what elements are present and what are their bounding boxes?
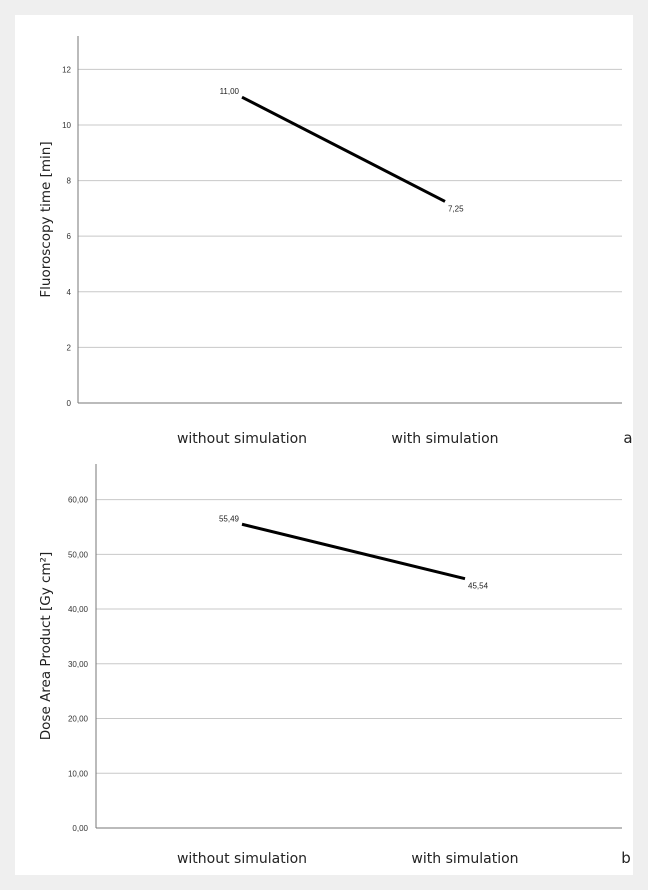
data-label: 55,49 [219, 514, 240, 523]
data-label: 11,00 [220, 87, 240, 96]
panel-label: a [623, 429, 632, 447]
y-tick-label: 30,00 [68, 660, 89, 669]
series-line [241, 95, 446, 203]
panel-label: b [621, 849, 631, 867]
data-label: 7,25 [448, 204, 464, 213]
chart-panel-b: 0,00 10,00 20,00 30,00 40,00 50,00 60,00 Dose A… [38, 464, 631, 867]
y-tick-label: 20,00 [68, 715, 89, 724]
y-tick-label: 8 [67, 177, 72, 186]
y-tick-label: 50,00 [68, 550, 89, 559]
y-tick-label: 2 [67, 343, 72, 352]
y-tick-label: 40,00 [68, 605, 89, 614]
y-tick-label: 0 [67, 399, 72, 408]
y-tick-label: 0,00 [72, 824, 88, 833]
y-tick-label: 60,00 [68, 496, 89, 505]
x-category-label: without simulation [177, 851, 307, 867]
y-tick-label: 4 [67, 288, 72, 297]
x-category-label: with simulation [411, 851, 518, 867]
y-axis-title: Fluoroscopy time [min] [38, 141, 54, 297]
y-tick-label: 10 [62, 121, 71, 130]
x-category-label: without simulation [177, 431, 307, 447]
y-tick-label: 6 [67, 232, 72, 241]
y-tick-label: 12 [62, 65, 71, 74]
y-axis-title: Dose Area Product [Gy cm²] [38, 552, 54, 740]
y-tick-label: 10,00 [68, 769, 89, 778]
series-line [241, 522, 466, 581]
data-label: 45,54 [468, 582, 489, 591]
figure-frame [15, 15, 633, 875]
chart-panel-a: 0 2 4 6 8 10 12 Fluoroscopy time [min] without s… [38, 36, 633, 447]
x-category-label: with simulation [391, 431, 498, 447]
